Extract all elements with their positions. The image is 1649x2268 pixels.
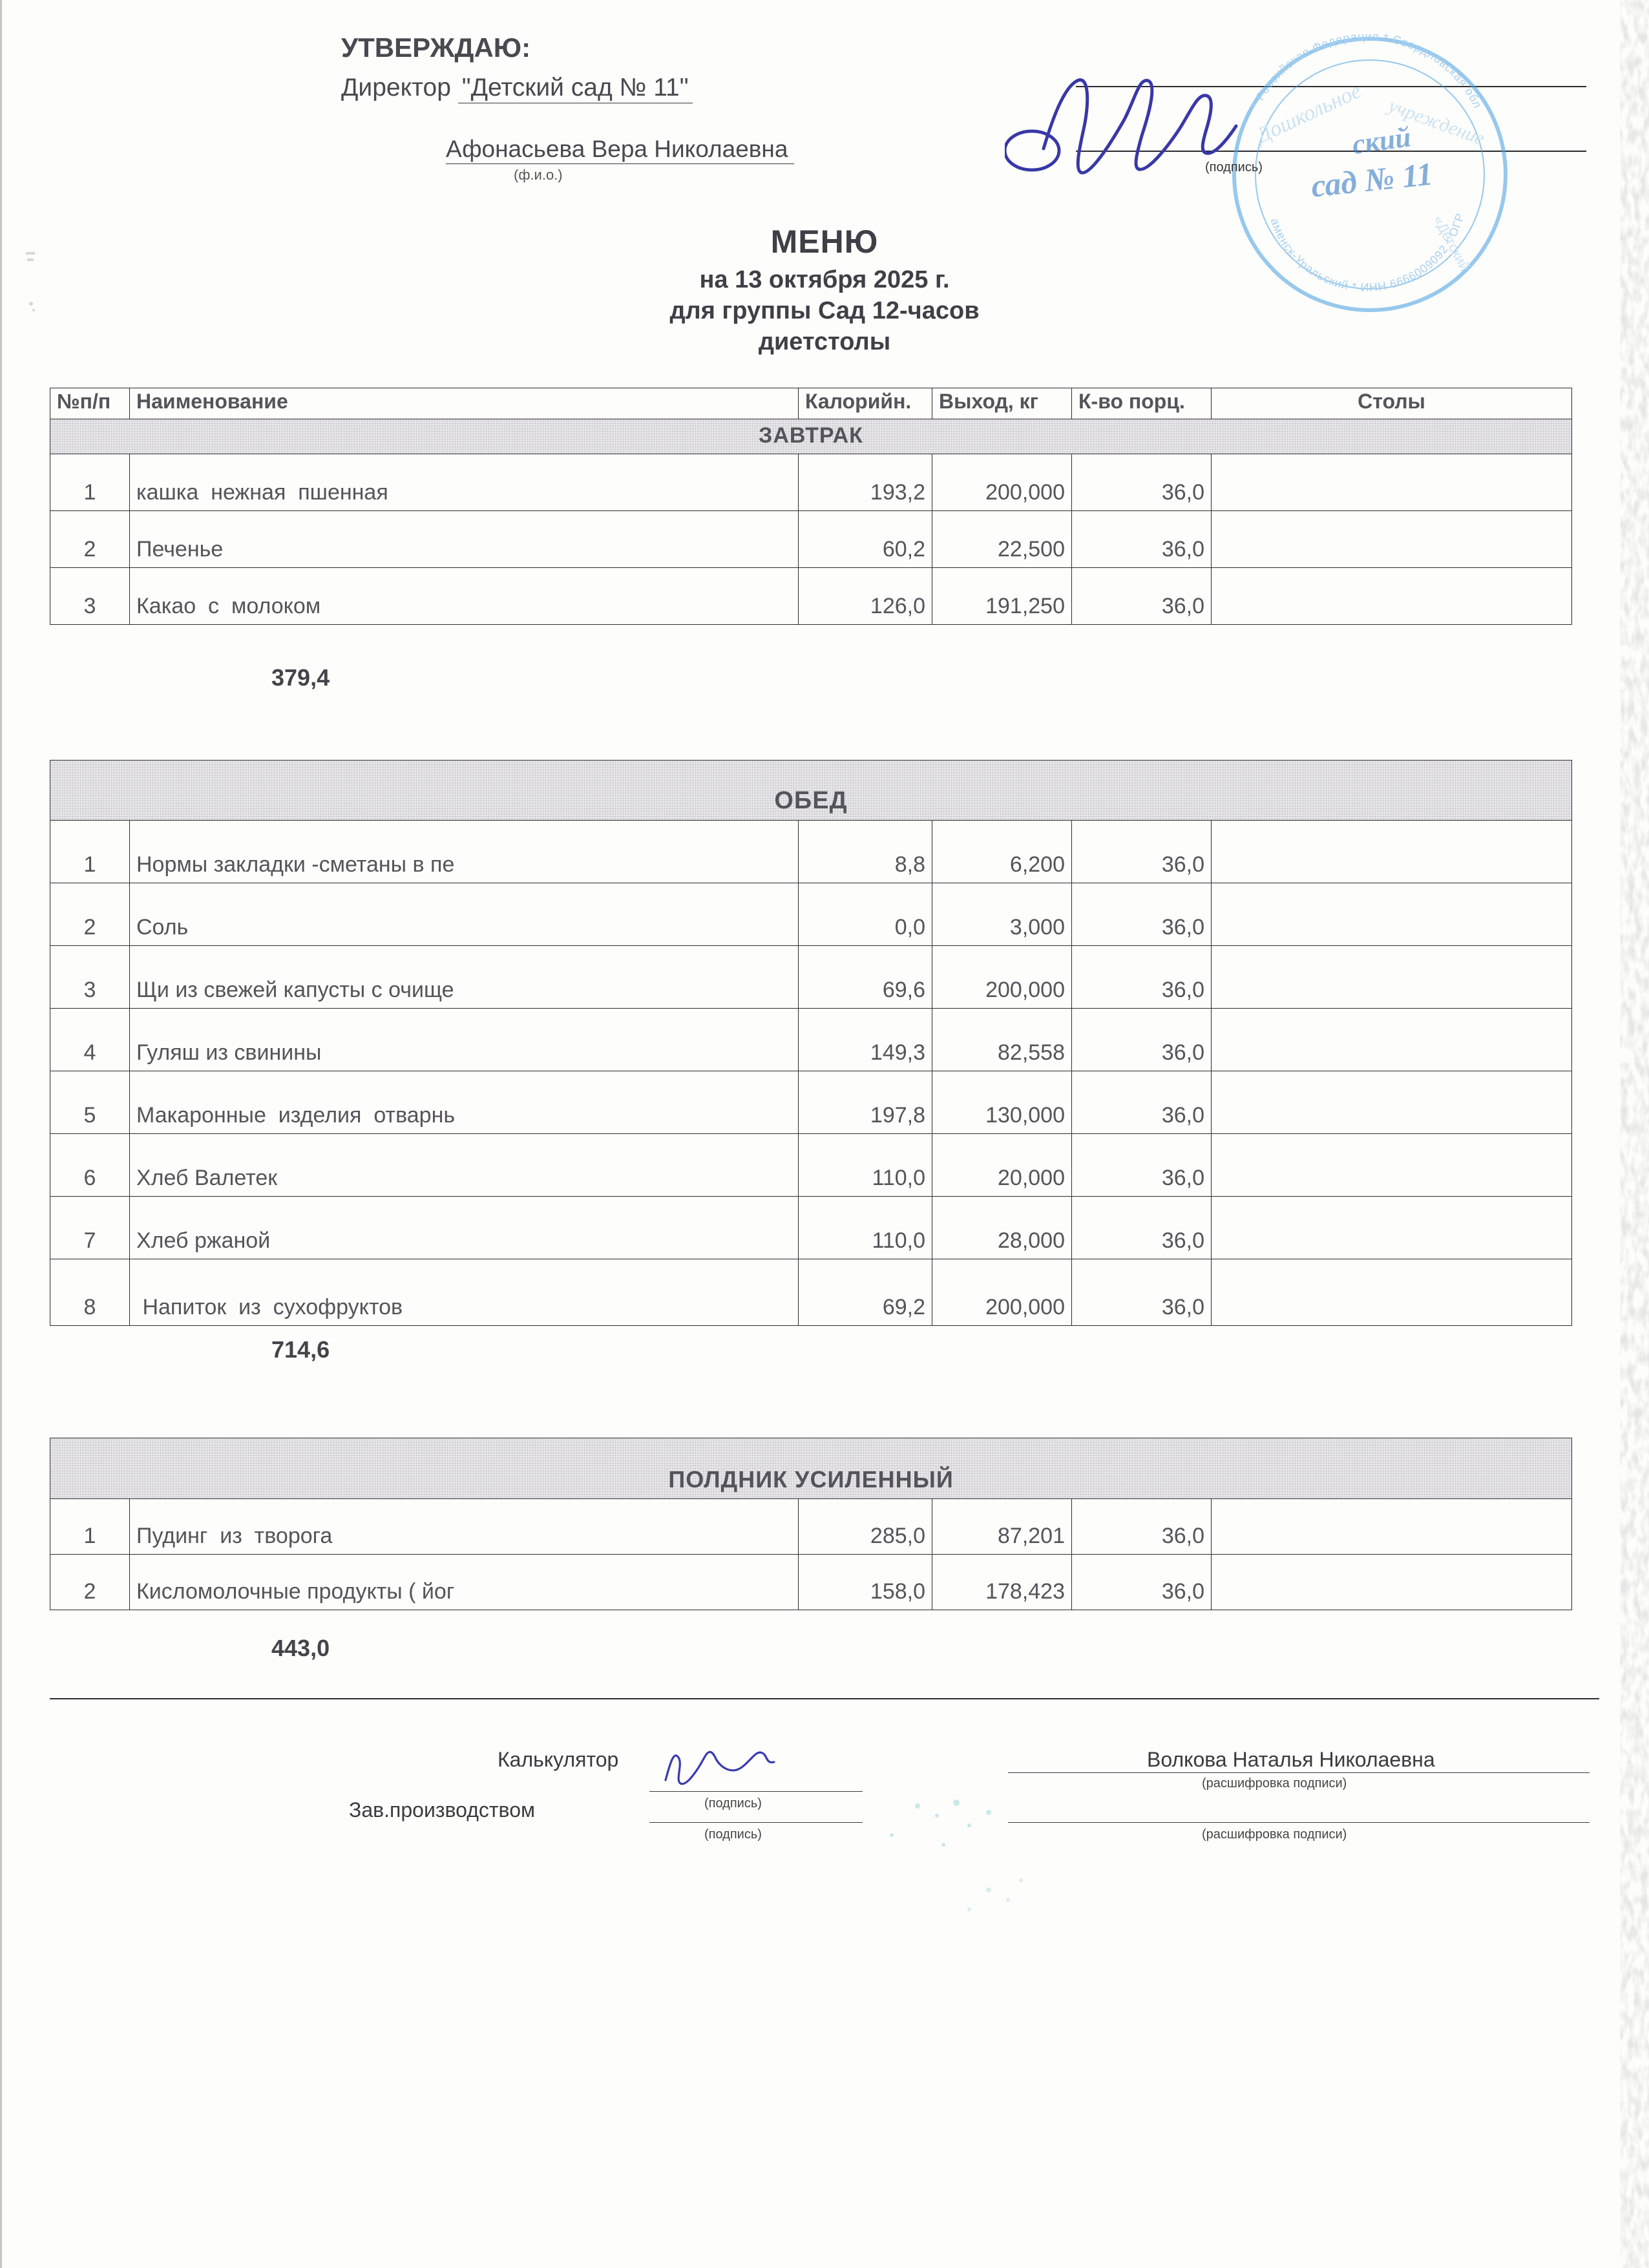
svg-text:сад № 11: сад № 11 <box>1309 155 1434 204</box>
svg-text:ский: ский <box>1350 121 1413 160</box>
